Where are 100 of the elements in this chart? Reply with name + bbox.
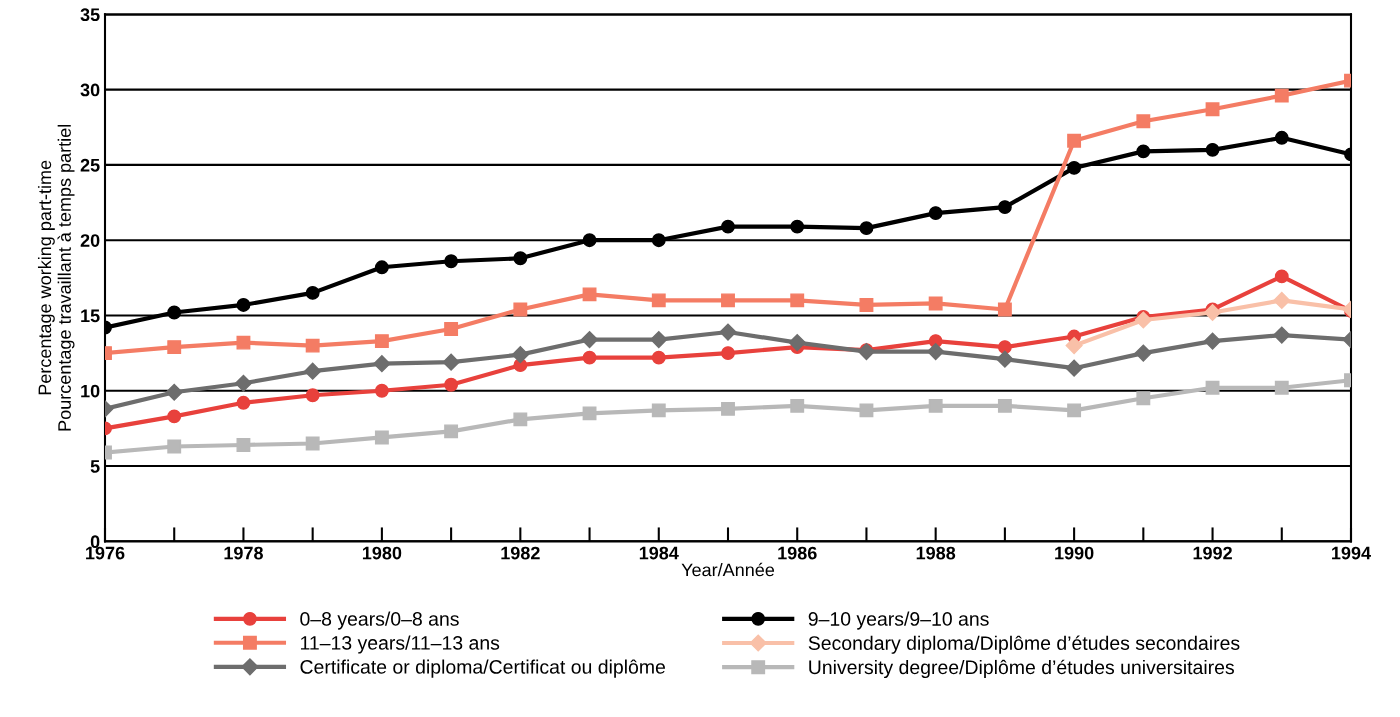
legend-label: 0–8 years/0–8 ans bbox=[300, 611, 459, 630]
point bbox=[582, 350, 597, 365]
point bbox=[444, 254, 459, 269]
point bbox=[1205, 142, 1220, 157]
point bbox=[1204, 332, 1222, 350]
point bbox=[788, 334, 806, 352]
point bbox=[1067, 133, 1082, 148]
point bbox=[1136, 144, 1151, 159]
point bbox=[236, 297, 251, 312]
point bbox=[928, 398, 943, 413]
point bbox=[236, 335, 251, 350]
point bbox=[997, 398, 1012, 413]
x-tick-label: 1984 bbox=[639, 546, 679, 560]
point bbox=[790, 293, 805, 308]
point bbox=[1205, 380, 1220, 395]
point bbox=[374, 334, 389, 349]
x-tick-label: 1988 bbox=[916, 546, 956, 560]
point bbox=[374, 383, 389, 398]
legend-label: Certificate or diploma/Certificat ou diplôme bbox=[300, 659, 665, 678]
point bbox=[997, 200, 1012, 215]
point bbox=[1274, 380, 1289, 395]
point bbox=[1136, 114, 1151, 129]
point bbox=[582, 233, 597, 248]
y-tick-label: 20 bbox=[80, 234, 100, 247]
point bbox=[167, 439, 182, 454]
point bbox=[1065, 337, 1083, 355]
point bbox=[442, 353, 460, 371]
point bbox=[859, 297, 874, 312]
point bbox=[374, 260, 389, 275]
x-tick-label: 1978 bbox=[224, 546, 263, 560]
point bbox=[167, 305, 182, 320]
point bbox=[373, 355, 391, 373]
point bbox=[167, 409, 182, 424]
x-tick-label: 1976 bbox=[86, 546, 125, 560]
point bbox=[444, 424, 459, 439]
x-axis-title: Year/Année bbox=[681, 562, 775, 577]
point bbox=[721, 293, 735, 308]
x-tick-label: 1994 bbox=[1332, 546, 1371, 560]
y-tick-label: 5 bbox=[90, 460, 100, 473]
point bbox=[1274, 88, 1289, 103]
point bbox=[651, 350, 666, 365]
point bbox=[859, 221, 874, 236]
point bbox=[513, 412, 528, 427]
point bbox=[651, 293, 666, 308]
point bbox=[582, 406, 597, 421]
point bbox=[1067, 160, 1082, 175]
point bbox=[1274, 130, 1289, 145]
legend-label: 11–13 years/11–13 ans bbox=[300, 635, 500, 654]
point bbox=[997, 340, 1012, 355]
point bbox=[721, 219, 735, 234]
point bbox=[928, 206, 943, 221]
point bbox=[928, 296, 943, 311]
point bbox=[719, 323, 737, 341]
point bbox=[374, 430, 389, 445]
x-tick-label: 1986 bbox=[778, 546, 817, 560]
point bbox=[997, 302, 1012, 317]
point bbox=[1065, 359, 1083, 377]
point bbox=[650, 331, 668, 349]
y-axis-title: Percentage working part-time Pourcentage travaillant à temps partiel bbox=[37, 124, 75, 431]
legend-label: Secondary diploma/Diplôme d’études secondaires bbox=[808, 635, 1240, 654]
legend-label: University degree/Diplôme d’études universitaires bbox=[809, 659, 1234, 679]
point bbox=[859, 403, 874, 418]
y-tick-label: 25 bbox=[80, 158, 100, 172]
point bbox=[1067, 403, 1082, 418]
y-tick-label: 15 bbox=[81, 309, 100, 323]
point bbox=[1136, 391, 1151, 406]
point bbox=[1134, 311, 1152, 329]
point bbox=[1205, 102, 1220, 117]
point bbox=[444, 377, 459, 392]
point bbox=[511, 346, 529, 364]
x-tick-label: 1982 bbox=[501, 546, 540, 560]
point bbox=[1273, 291, 1291, 309]
point bbox=[1273, 326, 1291, 344]
point bbox=[1204, 303, 1222, 322]
point bbox=[167, 340, 182, 355]
point bbox=[305, 285, 320, 300]
point bbox=[721, 346, 735, 361]
point bbox=[305, 388, 320, 403]
point bbox=[305, 436, 320, 451]
point bbox=[165, 383, 183, 401]
y-tick-label: 0 bbox=[90, 535, 100, 549]
y-tick-label: 30 bbox=[80, 83, 100, 97]
point bbox=[721, 401, 735, 416]
point bbox=[513, 302, 528, 317]
point bbox=[927, 343, 945, 361]
point bbox=[1274, 269, 1289, 284]
point bbox=[790, 398, 805, 413]
x-tick-label: 1992 bbox=[1193, 546, 1232, 560]
point bbox=[513, 251, 528, 266]
point bbox=[236, 438, 251, 452]
point bbox=[581, 331, 599, 349]
point bbox=[651, 233, 666, 248]
point bbox=[790, 219, 805, 234]
legend-label: 9–10 years/9–10 ans bbox=[808, 611, 989, 630]
point bbox=[1134, 344, 1152, 362]
point bbox=[582, 287, 597, 302]
point bbox=[444, 322, 459, 336]
point bbox=[996, 350, 1014, 368]
x-tick-label: 1980 bbox=[362, 546, 402, 560]
point bbox=[305, 338, 320, 353]
